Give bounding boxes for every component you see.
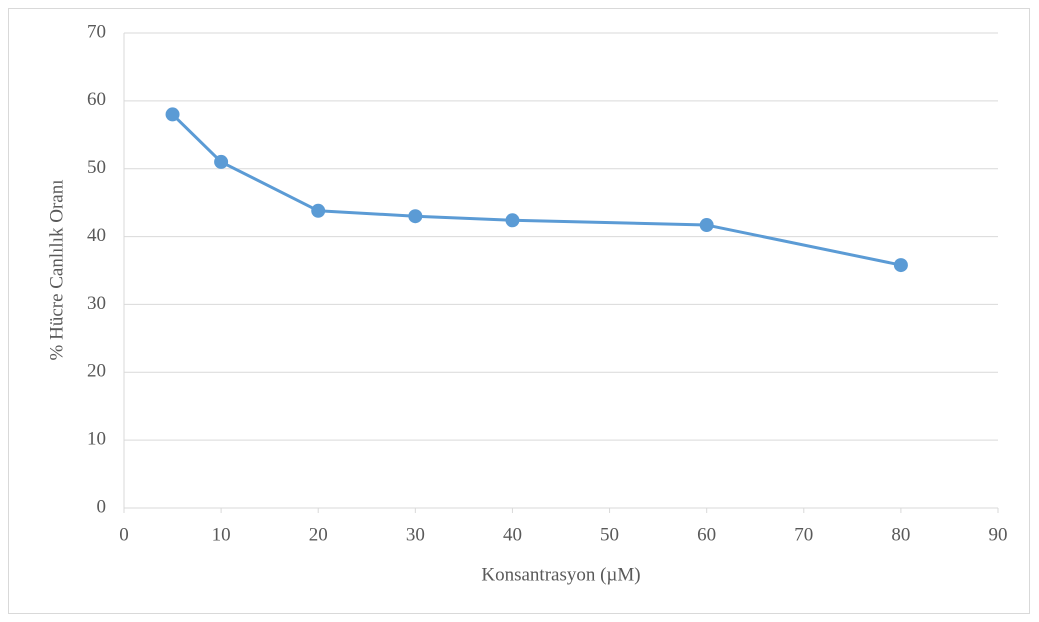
data-point (165, 107, 180, 122)
x-tick-label: 80 (891, 524, 910, 545)
x-tick-label: 20 (309, 524, 328, 545)
y-axis-label: % Hücre Canlılık Oranı (46, 180, 67, 361)
x-tick-label: 70 (794, 524, 813, 545)
x-tick-label: 60 (697, 524, 716, 545)
data-point (505, 213, 520, 228)
data-point (214, 154, 229, 169)
y-tick-label: 40 (87, 225, 106, 246)
data-point (893, 258, 908, 273)
data-point (699, 218, 714, 233)
x-tick-label: 40 (503, 524, 522, 545)
y-tick-label: 60 (87, 89, 106, 110)
x-tick-label: 90 (989, 524, 1008, 545)
y-tick-label: 0 (97, 496, 107, 517)
y-tick-label: 50 (87, 157, 106, 178)
x-axis-label: Konsantrasyon (µM) (481, 564, 640, 585)
chart-border (8, 8, 1030, 614)
x-tick-label: 50 (600, 524, 619, 545)
x-tick-label: 30 (406, 524, 425, 545)
y-tick-label: 20 (87, 361, 106, 382)
data-point (408, 209, 423, 224)
data-point (311, 203, 326, 218)
x-tick-label: 10 (212, 524, 231, 545)
y-tick-label: 10 (87, 429, 106, 450)
x-tick-label: 0 (119, 524, 129, 545)
y-tick-label: 70 (87, 21, 106, 42)
y-tick-label: 30 (87, 293, 106, 314)
